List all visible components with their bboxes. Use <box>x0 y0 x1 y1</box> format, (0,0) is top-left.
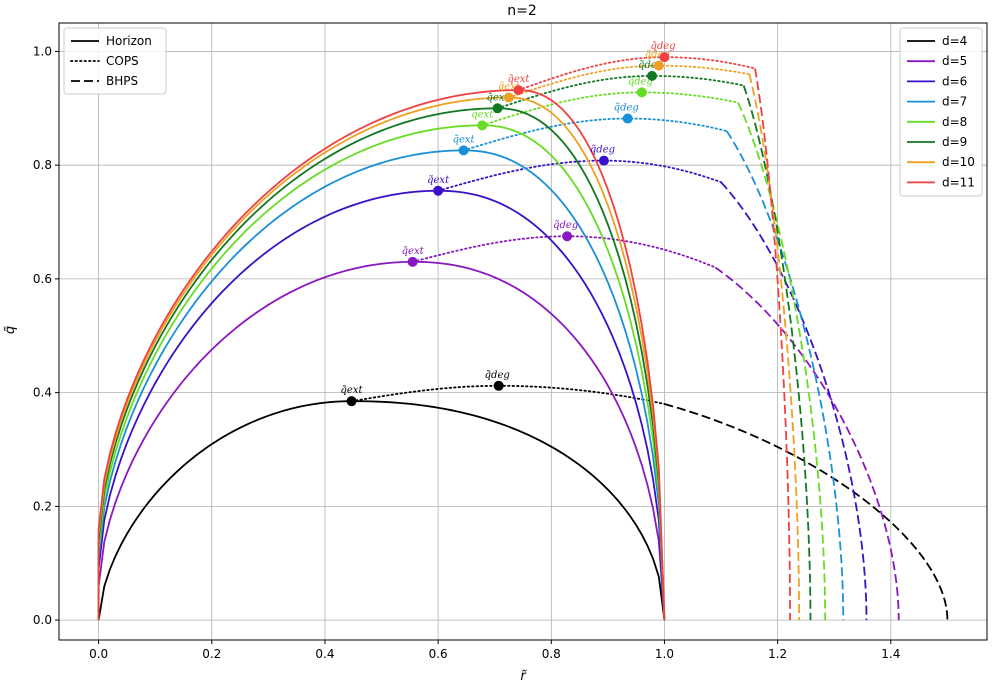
y-tick-label: 0.4 <box>33 386 52 400</box>
marker-deg <box>636 87 647 98</box>
bhps-curve <box>664 403 949 621</box>
horizon-curve <box>97 400 666 621</box>
x-tick-label: 0.4 <box>315 647 334 661</box>
cops-curve <box>411 235 717 269</box>
marker-label-deg: q̃deg <box>485 370 510 381</box>
style-legend-box <box>63 27 167 95</box>
marker-deg <box>659 52 670 63</box>
marker-label-deg: q̃deg <box>590 145 615 156</box>
marker-deg <box>653 60 664 71</box>
color-legend-label: d=9 <box>942 135 967 149</box>
marker-label-ext: q̃ext <box>471 109 494 120</box>
markers: q̃ext q̃deg q̃ext q̃deg q̃ext q̃deg q̃ext q̃deg… <box>341 41 676 407</box>
horizon-curve <box>97 96 666 621</box>
bhps-curve <box>714 266 900 621</box>
bhps-curve <box>754 68 791 621</box>
color-legend-label: d=8 <box>942 115 967 129</box>
marker-ext <box>503 92 514 103</box>
cops-curve <box>507 64 751 99</box>
cops-curve <box>462 117 728 152</box>
color-legend-label: d=7 <box>942 95 967 109</box>
marker-deg <box>622 113 633 124</box>
marker-ext <box>477 120 488 131</box>
marker-ext <box>407 256 418 267</box>
x-axis: 0.0 0.2 0.4 0.6 0.8 1.0 1.2 1.4 <box>89 640 900 661</box>
horizon-curve <box>97 124 666 621</box>
y-axis: 0.0 0.2 0.4 0.6 0.8 1.0 <box>33 44 59 627</box>
bhps-curve <box>742 85 812 621</box>
marker-label-ext: q̃ext <box>498 81 521 92</box>
marker-label-deg: q̃deg <box>553 220 578 231</box>
marker-ext <box>433 185 444 196</box>
style-legend-label: Horizon <box>106 34 152 48</box>
marker-label-ext: q̃ext <box>341 385 364 396</box>
horizon-curve <box>97 89 666 621</box>
style-legend-label: BHPS <box>106 74 138 88</box>
horizon-curve <box>97 189 666 621</box>
horizon-curve <box>97 149 666 621</box>
bhps-curve <box>737 102 827 621</box>
marker-label-ext: q̃ext <box>487 92 510 103</box>
x-tick-label: 1.0 <box>655 647 674 661</box>
color-legend-box <box>899 27 983 197</box>
marker-deg <box>562 231 573 242</box>
chart-title: n=2 <box>507 3 537 19</box>
cops-curve <box>350 384 666 405</box>
horizon-curve <box>97 107 666 621</box>
style-legend-label: COPS <box>106 54 139 68</box>
bhps-curve <box>748 73 801 621</box>
marker-label-deg: q̃deg <box>650 41 675 52</box>
x-tick-label: 0.0 <box>89 647 108 661</box>
y-tick-label: 0.6 <box>33 272 52 286</box>
marker-ext <box>513 85 524 96</box>
marker-label-ext: q̃ext <box>453 134 476 145</box>
bhps-curve <box>725 130 845 621</box>
marker-label-ext: q̃ext <box>427 175 450 186</box>
cops-curve <box>481 91 739 127</box>
marker-ext <box>458 145 469 156</box>
marker-deg <box>647 70 658 81</box>
plot-frame <box>58 22 988 641</box>
x-tick-label: 1.4 <box>881 647 900 661</box>
y-tick-label: 0.2 <box>33 499 52 513</box>
marker-label-deg: q̃deg <box>614 103 639 114</box>
marker-label-ext: q̃ext <box>402 246 425 257</box>
curves <box>97 56 949 621</box>
y-axis-label: q̃ <box>3 326 18 334</box>
grid <box>59 23 987 640</box>
y-tick-label: 0.8 <box>33 158 52 172</box>
marker-label-deg: q̃deg <box>638 60 663 71</box>
marker-label-deg: q̃deg <box>645 50 670 61</box>
marker-label-ext: q̃ext <box>507 74 530 85</box>
color-legend-label: d=10 <box>942 155 975 169</box>
x-tick-label: 1.2 <box>768 647 787 661</box>
color-legend-label: d=11 <box>942 175 975 189</box>
marker-ext <box>492 103 503 114</box>
y-tick-label: 0.0 <box>33 613 52 627</box>
color-legend: d=4 d=5 d=6 d=7 d=8 d=9 d=10 d=11 <box>899 27 983 197</box>
horizon-curve <box>97 260 666 621</box>
color-legend-label: d=5 <box>942 54 967 68</box>
bhps-curve <box>720 181 868 621</box>
color-legend-label: d=4 <box>942 34 967 48</box>
y-tick-label: 1.0 <box>33 44 52 58</box>
cops-curve <box>517 56 756 91</box>
x-tick-label: 0.8 <box>542 647 561 661</box>
marker-deg <box>598 155 609 166</box>
x-tick-label: 0.2 <box>202 647 221 661</box>
color-legend-label: d=6 <box>942 74 967 88</box>
x-tick-label: 0.6 <box>429 647 448 661</box>
marker-ext <box>346 396 357 407</box>
marker-deg <box>493 380 504 391</box>
x-axis-label: r̃ <box>520 669 527 684</box>
style-legend: Horizon COPS BHPS <box>63 27 167 95</box>
marker-label-deg: q̃deg <box>628 76 653 87</box>
